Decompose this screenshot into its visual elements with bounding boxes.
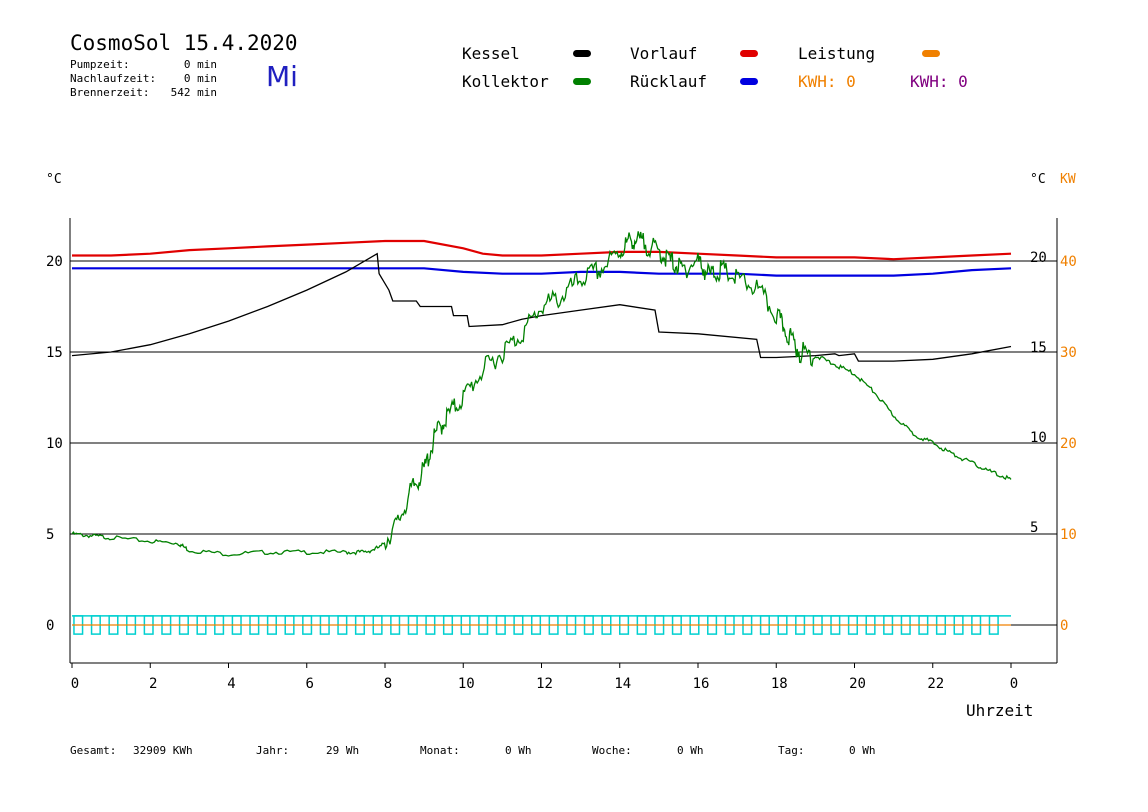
footer-woche-value: 0 Wh	[677, 744, 704, 757]
legend-kollektor-swatch	[573, 78, 591, 85]
right-axis-unit-c: °C	[1030, 172, 1046, 187]
legend-kessel-swatch	[573, 50, 591, 57]
stat-label-nachlaufzeit: Nachlaufzeit:	[70, 72, 157, 85]
footer-monat-label: Monat:	[420, 744, 460, 757]
y-right-c-tick-label: 15	[1030, 340, 1047, 356]
y-right-kw-tick-label: 40	[1060, 254, 1077, 270]
stat-value-pumpzeit: 0 min	[183, 58, 217, 71]
x-axis-label: Uhrzeit	[966, 701, 1034, 720]
legend-kwh-orange: KWH: 0	[798, 72, 856, 91]
y-right-kw-tick-label: 20	[1060, 436, 1077, 452]
y-right-c-tick-label: 20	[1030, 250, 1047, 266]
x-tick-label: 14	[614, 676, 631, 692]
legend-vorlauf-swatch	[740, 50, 758, 57]
stat-value-brennerzeit: 542 min	[170, 86, 217, 99]
right-axis-unit-kw: KW	[1060, 172, 1076, 187]
y-right-c-tick-label: 5	[1030, 520, 1038, 536]
x-tick-label: 2	[149, 676, 157, 692]
y-left-tick-label: 5	[46, 527, 54, 543]
legend-vorlauf-label: Vorlauf	[630, 44, 698, 63]
legend-leistung-label: Leistung	[798, 44, 876, 63]
footer-jahr-value: 29 Wh	[326, 744, 360, 757]
footer-woche-label: Woche:	[592, 744, 632, 757]
stat-label-brennerzeit: Brennerzeit:	[70, 86, 150, 99]
footer-tag-value: 0 Wh	[849, 744, 876, 757]
x-tick-label: 18	[771, 676, 788, 692]
series-lines	[71, 231, 1012, 626]
y-left-tick-label: 20	[46, 254, 63, 270]
x-tick-label: 12	[536, 676, 553, 692]
footer-gesamt-label: Gesamt:	[70, 744, 117, 757]
y-right-kw-tick-label: 30	[1060, 345, 1077, 361]
x-tick-label: 22	[927, 676, 944, 692]
x-tick-label: 4	[227, 676, 235, 692]
x-tick-label: 6	[306, 676, 314, 692]
footer-monat-value: 0 Wh	[505, 744, 532, 757]
y-left-tick-label: 10	[46, 436, 63, 452]
x-tick-label: 20	[849, 676, 866, 692]
weekday-label: Mi	[266, 60, 298, 93]
footer-tag-label: Tag:	[778, 744, 805, 757]
footer-gesamt-value: 32909 KWh	[133, 744, 193, 757]
grid-lines	[70, 260, 1057, 626]
x-tick-label: 16	[693, 676, 710, 692]
y-left-tick-label: 0	[46, 618, 54, 634]
y-right-kw-tick-label: 10	[1060, 527, 1077, 543]
tick-labels: 0 2 4 6 8 10 12 14 16 18 20 22 0 0 5 10 15 20 5 10 15 20 0 10 20…	[46, 250, 1077, 692]
x-tick-label: 0	[1010, 676, 1018, 692]
legend-kwh-purple: KWH: 0	[910, 72, 968, 91]
series-ruecklauf	[72, 267, 1012, 277]
stat-label-pumpzeit: Pumpzeit:	[70, 58, 130, 71]
stat-value-nachlaufzeit: 0 min	[183, 72, 217, 85]
x-tick-label: 10	[458, 676, 475, 692]
legend-ruecklauf-swatch	[740, 78, 758, 85]
footer-jahr-label: Jahr:	[256, 744, 290, 757]
legend-kessel-label: Kessel	[462, 44, 520, 63]
chart-title: CosmoSol 15.4.2020	[70, 31, 298, 55]
legend-kollektor-label: Kollektor	[462, 72, 549, 91]
y-left-tick-label: 15	[46, 345, 63, 361]
series-vorlauf	[72, 239, 1012, 261]
series-kollektor	[71, 231, 1012, 557]
axes	[69, 218, 1058, 668]
legend-leistung-swatch	[922, 50, 940, 57]
x-tick-label: 0	[71, 676, 79, 692]
y-right-kw-tick-label: 0	[1060, 618, 1068, 634]
y-right-c-tick-label: 10	[1030, 430, 1047, 446]
legend-ruecklauf-label: Rücklauf	[630, 72, 708, 91]
x-tick-label: 8	[384, 676, 392, 692]
series-kessel	[71, 252, 1012, 362]
left-axis-unit: °C	[46, 172, 62, 187]
